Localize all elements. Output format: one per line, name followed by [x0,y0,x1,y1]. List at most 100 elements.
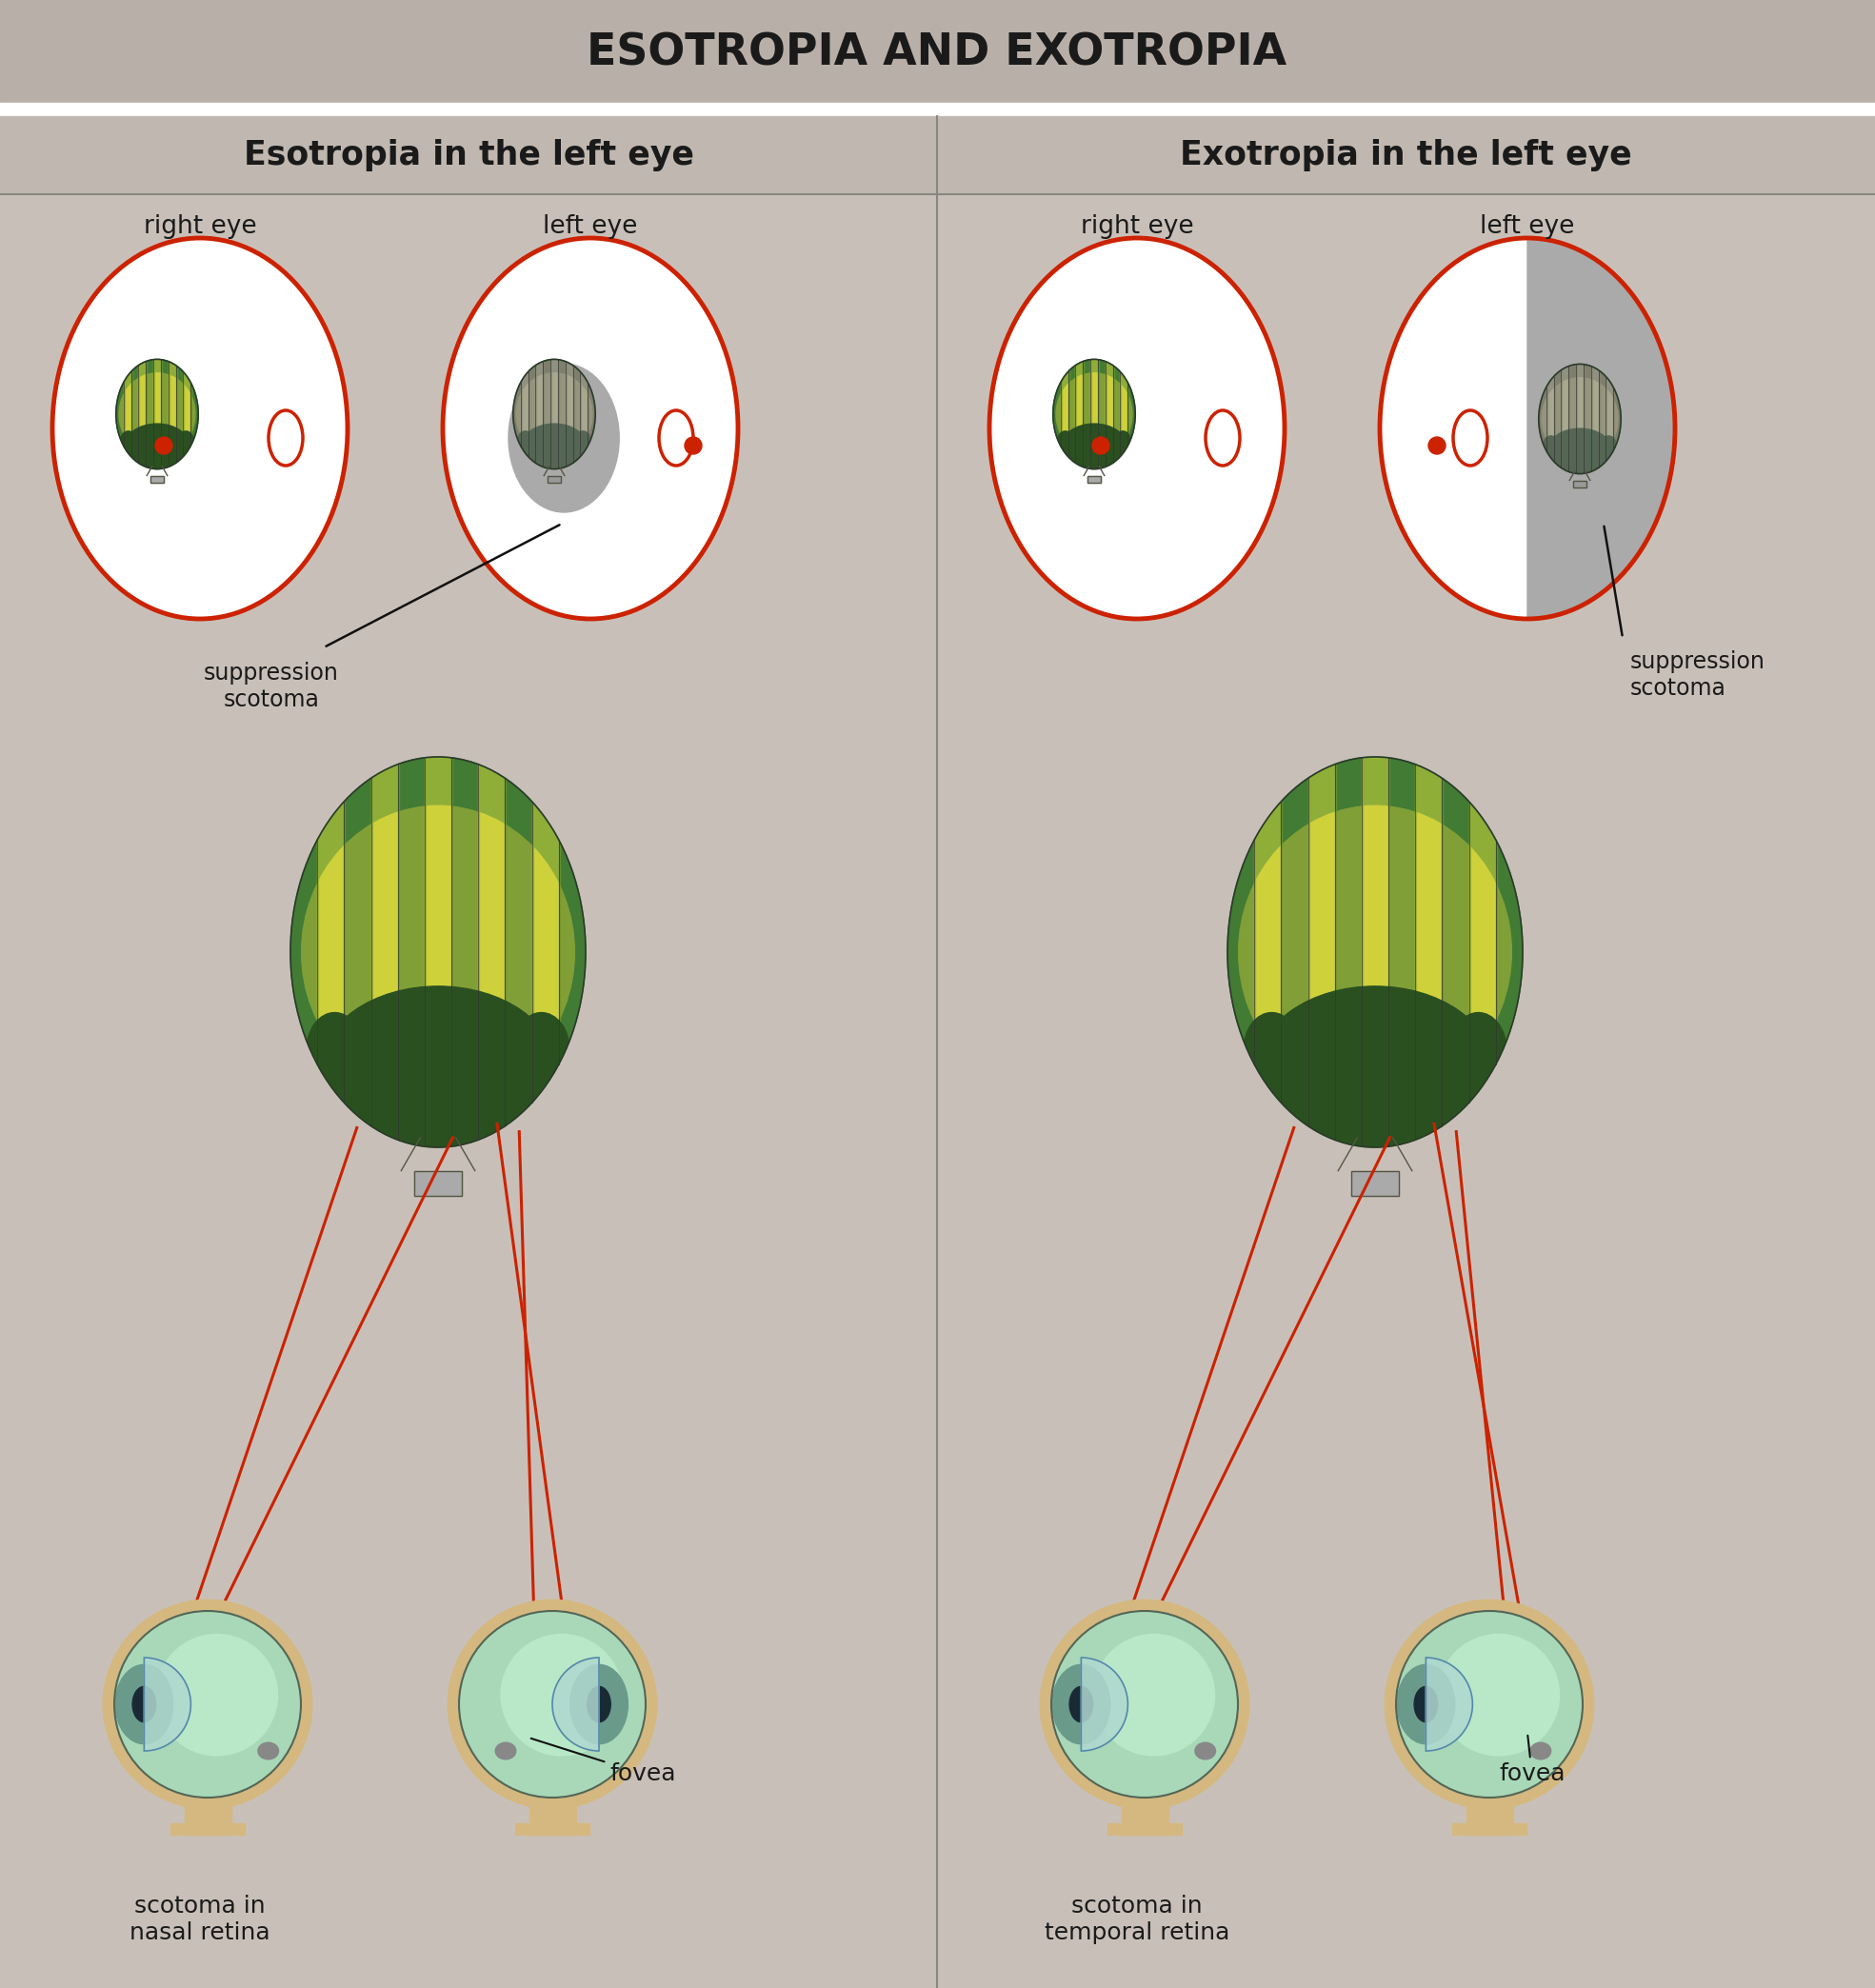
Text: ESOTROPIA AND EXOTROPIA: ESOTROPIA AND EXOTROPIA [587,32,1286,76]
Bar [1228,757,1254,1147]
Ellipse shape [1530,1743,1551,1759]
Ellipse shape [411,1012,467,1087]
Ellipse shape [1451,1012,1506,1087]
Ellipse shape [150,431,165,451]
Bar [1127,360,1136,469]
Ellipse shape [546,431,562,451]
Wedge shape [1425,1658,1472,1751]
Bar [150,475,163,483]
Bar [589,360,596,469]
Bar [1361,757,1389,1147]
Bar [1599,364,1607,473]
Ellipse shape [1539,364,1620,473]
Ellipse shape [116,360,199,469]
Ellipse shape [514,1012,570,1087]
Ellipse shape [1541,378,1618,459]
Bar [1106,360,1114,469]
Bar [1573,481,1586,487]
Bar [574,360,581,469]
Bar [529,1799,576,1835]
Ellipse shape [308,1012,362,1087]
Text: left eye: left eye [544,215,638,239]
Ellipse shape [576,431,591,451]
Bar [1108,1823,1181,1835]
Ellipse shape [1438,1634,1560,1755]
Circle shape [684,437,701,453]
Wedge shape [1528,201,1757,656]
Circle shape [103,1600,311,1809]
Bar [184,1799,231,1835]
Ellipse shape [291,757,585,1147]
Bar [184,360,191,469]
Circle shape [1041,1600,1249,1809]
Bar [1584,364,1592,473]
Ellipse shape [120,431,137,451]
Ellipse shape [133,1686,156,1722]
Ellipse shape [1054,360,1134,469]
Ellipse shape [1228,757,1523,1147]
Bar [124,360,131,469]
Ellipse shape [52,239,347,618]
Bar [1442,757,1470,1147]
Bar [1389,757,1416,1147]
Bar [1554,364,1562,473]
Circle shape [1386,1600,1594,1809]
Ellipse shape [1093,1634,1215,1755]
Ellipse shape [120,374,195,455]
Ellipse shape [124,423,189,471]
Bar [414,1171,461,1197]
Bar [1451,1823,1526,1835]
Ellipse shape [518,431,532,451]
Ellipse shape [1397,1664,1455,1743]
Text: fovea: fovea [1498,1736,1566,1785]
Ellipse shape [1256,986,1492,1153]
Bar [544,360,551,469]
Ellipse shape [1239,805,1511,1099]
Bar [1084,360,1091,469]
Ellipse shape [321,986,557,1153]
Ellipse shape [1056,374,1132,455]
Bar [1607,364,1614,473]
Ellipse shape [495,1743,516,1759]
Bar [1088,475,1101,483]
Bar [1592,364,1599,473]
Ellipse shape [1380,239,1674,618]
Text: suppression
scotoma: suppression scotoma [204,662,339,712]
Ellipse shape [521,423,587,471]
Bar [938,115,1875,195]
Bar [548,475,561,483]
Bar [1562,364,1569,473]
Ellipse shape [1116,431,1131,451]
Ellipse shape [532,431,548,451]
Bar [116,360,124,469]
Bar [516,1823,589,1835]
Ellipse shape [501,1634,623,1755]
Ellipse shape [461,1012,518,1087]
Bar [452,757,480,1147]
Circle shape [114,1610,300,1797]
Bar [398,757,426,1147]
Text: Exotropia in the left eye: Exotropia in the left eye [1179,139,1631,171]
Bar [532,757,561,1147]
Bar [161,360,169,469]
Bar [1054,360,1061,469]
Ellipse shape [561,431,576,451]
Ellipse shape [1414,1686,1438,1722]
Circle shape [459,1610,645,1797]
Bar [371,757,399,1147]
Ellipse shape [1194,1743,1215,1759]
Bar [1309,757,1335,1147]
Ellipse shape [302,805,574,1099]
Bar [1468,757,1496,1147]
Bar [1076,360,1084,469]
Wedge shape [1082,1658,1129,1751]
Ellipse shape [358,1012,414,1087]
Bar [1352,1171,1399,1197]
Circle shape [1397,1610,1582,1797]
Bar [581,360,589,469]
Bar [414,1171,461,1197]
Bar [1099,360,1106,469]
Ellipse shape [259,1743,279,1759]
Bar [1352,1171,1399,1197]
Ellipse shape [1601,435,1616,457]
